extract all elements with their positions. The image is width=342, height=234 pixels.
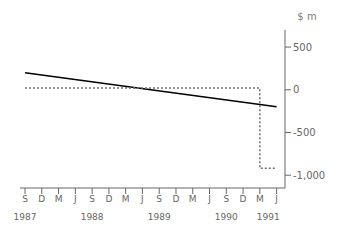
svg-text:M: M bbox=[189, 194, 197, 204]
svg-text:-1,000: -1,000 bbox=[293, 170, 325, 181]
svg-text:$ m: $ m bbox=[297, 11, 316, 22]
svg-text:J: J bbox=[207, 194, 211, 204]
svg-text:1988: 1988 bbox=[81, 212, 104, 222]
svg-text:J: J bbox=[73, 194, 77, 204]
svg-text:S: S bbox=[223, 194, 229, 204]
svg-text:S: S bbox=[22, 194, 28, 204]
svg-text:M: M bbox=[256, 194, 264, 204]
svg-text:J: J bbox=[140, 194, 144, 204]
svg-text:M: M bbox=[55, 194, 63, 204]
svg-text:M: M bbox=[122, 194, 130, 204]
svg-text:J: J bbox=[274, 194, 278, 204]
svg-text:D: D bbox=[105, 194, 112, 204]
svg-text:D: D bbox=[240, 194, 247, 204]
svg-text:1987: 1987 bbox=[14, 212, 37, 222]
svg-text:1990: 1990 bbox=[215, 212, 238, 222]
svg-text:1989: 1989 bbox=[148, 212, 171, 222]
svg-text:S: S bbox=[156, 194, 162, 204]
svg-text:D: D bbox=[38, 194, 45, 204]
svg-text:D: D bbox=[173, 194, 180, 204]
svg-text:S: S bbox=[89, 194, 95, 204]
svg-text:-500: -500 bbox=[293, 127, 316, 138]
svg-text:500: 500 bbox=[293, 42, 312, 53]
svg-text:1991: 1991 bbox=[257, 212, 280, 222]
svg-text:0: 0 bbox=[293, 84, 299, 95]
